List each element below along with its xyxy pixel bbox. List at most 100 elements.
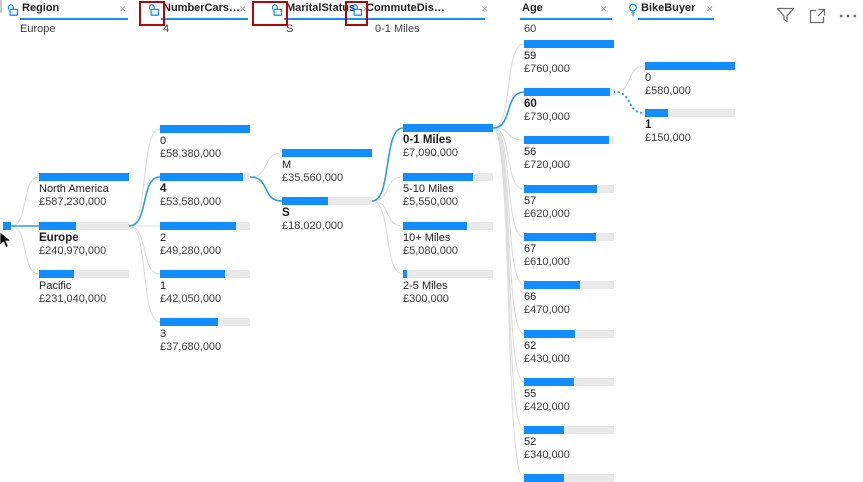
tree-node-5-10-miles[interactable]: 5-10 Miles £5,550,000	[403, 173, 493, 209]
tree-node-2[interactable]: 2 £49,280,000	[160, 222, 250, 258]
tree-node-north-america[interactable]: North America £587,230,000	[39, 173, 129, 209]
tree-node-1[interactable]: 1 £150,000	[645, 109, 735, 145]
tree-node-56[interactable]: 56 £720,000	[524, 136, 614, 172]
tree-node-3[interactable]: 3 £37,680,000	[160, 318, 250, 354]
close-column-icon[interactable]: ✕	[362, 4, 370, 14]
node-bar	[524, 233, 614, 241]
header-underline	[284, 18, 372, 20]
node-value: £5,080,000	[403, 245, 459, 257]
more-options-icon[interactable]	[839, 13, 857, 19]
focus-mode-icon[interactable]	[808, 8, 826, 25]
close-column-icon[interactable]: ✕	[239, 4, 247, 14]
node-value: £420,000	[524, 401, 570, 413]
node-bar-fill	[39, 222, 76, 230]
tree-node-57[interactable]: 57 £620,000	[524, 185, 614, 221]
node-bar-fill	[524, 233, 596, 241]
node-bar-fill	[39, 173, 129, 181]
column-header-maritalstatus: MaritalStatus	[286, 2, 356, 14]
lock-icon[interactable]	[271, 3, 283, 22]
node-label: 2	[160, 232, 167, 244]
tree-node-62[interactable]: 62 £430,000	[524, 330, 614, 366]
lock-icon[interactable]	[148, 3, 160, 22]
node-value: £580,000	[645, 85, 691, 97]
node-value: £42,050,000	[160, 293, 222, 305]
close-column-icon[interactable]: ✕	[119, 4, 127, 14]
node-value: £610,000	[524, 256, 570, 268]
node-bar-fill	[524, 136, 609, 144]
node-label: 66	[524, 291, 537, 303]
node-bar	[524, 330, 614, 338]
tree-node-55[interactable]: 55 £420,000	[524, 378, 614, 414]
node-bar	[524, 281, 614, 289]
node-value: £340,000	[524, 449, 570, 461]
node-value: £587,230,000	[39, 196, 107, 208]
node-bar	[524, 378, 614, 386]
node-value: £760,000	[524, 63, 570, 75]
tree-node-pacific[interactable]: Pacific £231,040,000	[39, 270, 129, 306]
node-bar-fill	[403, 124, 493, 132]
tree-node-0[interactable]: 0 £580,000	[645, 62, 735, 98]
column-header-bikebuyer: BikeBuyer	[641, 2, 696, 14]
node-bar	[645, 109, 735, 117]
tree-node-59[interactable]: 59 £760,000	[524, 40, 614, 76]
tree-node-4[interactable]: 4 £53,580,000	[160, 173, 250, 209]
tree-node-europe[interactable]: Europe £240,970,000	[39, 222, 129, 258]
node-bar-fill	[39, 270, 74, 278]
tree-node-1[interactable]: 1 £42,050,000	[160, 270, 250, 306]
node-label: Europe	[39, 232, 79, 244]
node-bar-fill	[524, 474, 564, 482]
root-node[interactable]	[3, 222, 11, 230]
tree-node-node[interactable]	[524, 474, 614, 482]
node-bar	[160, 173, 250, 181]
node-bar	[39, 222, 129, 230]
lock-icon[interactable]	[7, 3, 19, 22]
column-header-numbercars: NumberCars…	[163, 2, 241, 14]
lightbulb-icon[interactable]	[627, 3, 639, 22]
node-label: 59	[524, 50, 537, 62]
tree-node-s[interactable]: S £18,020,000	[282, 197, 372, 233]
tree-node-52[interactable]: 52 £340,000	[524, 426, 614, 462]
filter-icon[interactable]	[776, 7, 795, 25]
node-value: £430,000	[524, 353, 570, 365]
tree-node-60[interactable]: 60 £730,000	[524, 88, 614, 124]
node-bar-fill	[160, 270, 225, 278]
node-bar-fill	[160, 318, 218, 326]
node-value: £49,280,000	[160, 245, 222, 257]
close-column-icon[interactable]: ✕	[706, 4, 714, 14]
lock-icon[interactable]	[351, 3, 363, 22]
tree-node-67[interactable]: 67 £610,000	[524, 233, 614, 269]
node-value: £58,380,000	[160, 148, 222, 160]
node-label: 56	[524, 146, 537, 158]
selected-value-numbercars: 4	[163, 23, 170, 35]
node-label: 10+ Miles	[403, 232, 451, 244]
node-bar	[403, 222, 493, 230]
visual-toolbar	[776, 7, 857, 25]
node-bar	[160, 222, 250, 230]
node-value: £150,000	[645, 132, 691, 144]
node-bar-fill	[645, 62, 735, 70]
tree-node-0[interactable]: 0 £58,380,000	[160, 125, 250, 161]
node-bar	[160, 318, 250, 326]
tree-node-10-miles[interactable]: 10+ Miles £5,080,000	[403, 222, 493, 258]
node-label: 0	[645, 72, 652, 84]
node-bar	[403, 173, 493, 181]
column-header-commutedis: CommuteDis…	[366, 2, 445, 14]
close-column-icon[interactable]: ✕	[600, 4, 608, 14]
node-label: 4	[160, 183, 167, 195]
node-label: M	[282, 159, 292, 171]
node-bar	[39, 173, 129, 181]
node-label: 52	[524, 436, 537, 448]
tree-node-66[interactable]: 66 £470,000	[524, 281, 614, 317]
tree-node-m[interactable]: M £35,560,000	[282, 149, 372, 185]
node-label: 60	[524, 98, 537, 110]
node-label: 62	[524, 340, 537, 352]
node-value: £620,000	[524, 208, 570, 220]
node-bar	[645, 62, 735, 70]
annotation-box	[139, 1, 165, 26]
node-bar-fill	[282, 149, 372, 157]
node-label: Pacific	[39, 280, 72, 292]
tree-node-2-5-miles[interactable]: 2-5 Miles £300,000	[403, 270, 493, 306]
close-column-icon[interactable]: ✕	[481, 4, 489, 14]
tree-node-0-1-miles[interactable]: 0-1 Miles £7,090,000	[403, 124, 493, 160]
node-bar-fill	[403, 222, 467, 230]
